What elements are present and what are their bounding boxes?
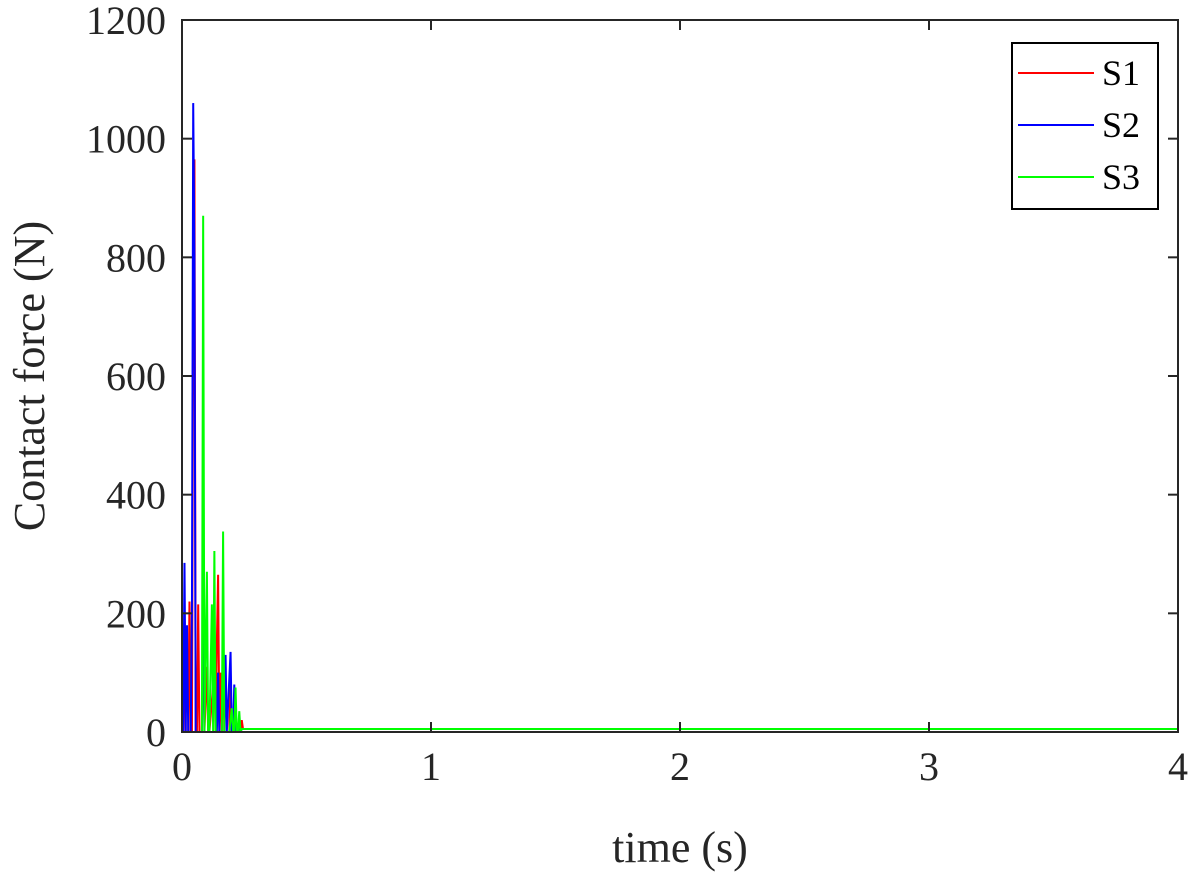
y-tick-label: 1200 bbox=[86, 0, 166, 43]
legend-label: S3 bbox=[1102, 157, 1140, 197]
x-tick-label: 3 bbox=[919, 744, 939, 789]
y-tick-label: 800 bbox=[106, 235, 166, 280]
legend-label: S2 bbox=[1102, 105, 1140, 145]
y-axis-title: Contact force (N) bbox=[5, 221, 54, 531]
legend[interactable]: S1 S2 S3 bbox=[1011, 42, 1159, 210]
legend-item-s2[interactable]: S2 bbox=[1018, 105, 1140, 145]
series-line-s3 bbox=[182, 215, 1178, 732]
x-tick-label: 4 bbox=[1168, 744, 1188, 789]
y-tick-label: 1000 bbox=[86, 117, 166, 162]
x-tick-label: 1 bbox=[421, 744, 441, 789]
x-axis-title: time (s) bbox=[612, 823, 748, 872]
y-tick-label: 600 bbox=[106, 354, 166, 399]
x-tick-label: 0 bbox=[172, 744, 192, 789]
legend-label: S1 bbox=[1102, 53, 1140, 93]
series-layer bbox=[182, 103, 1178, 732]
series-line-s2 bbox=[182, 103, 1178, 732]
y-tick-label: 400 bbox=[106, 473, 166, 518]
x-tick-label: 2 bbox=[670, 744, 690, 789]
legend-item-s1[interactable]: S1 bbox=[1018, 53, 1140, 93]
legend-item-s3[interactable]: S3 bbox=[1018, 157, 1140, 197]
ticks-layer: 0 1 2 3 4 0 200 400 600 800 1000 1200 bbox=[86, 0, 1188, 789]
y-tick-label: 0 bbox=[146, 710, 166, 755]
y-tick-label: 200 bbox=[106, 591, 166, 636]
